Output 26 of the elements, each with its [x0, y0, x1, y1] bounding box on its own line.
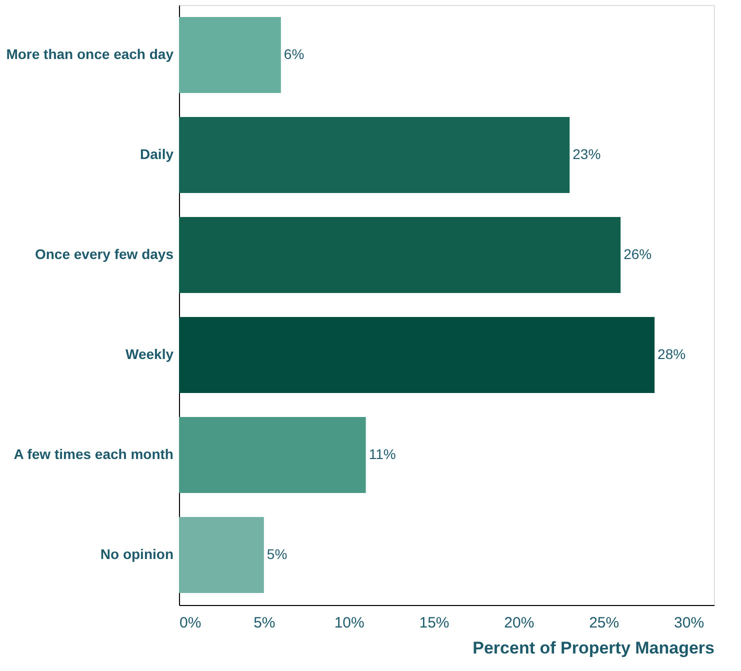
y-tick-label: Daily	[140, 146, 174, 162]
data-label: 6%	[284, 46, 304, 62]
bar	[179, 317, 655, 393]
data-label: 26%	[624, 246, 652, 262]
x-tick-label: 25%	[589, 614, 620, 632]
x-tick-label: 30%	[674, 614, 704, 632]
x-tick-label: 5%	[254, 614, 276, 632]
data-label: 28%	[658, 346, 686, 362]
bar	[179, 517, 264, 593]
bar	[179, 217, 621, 293]
y-tick-label: More than once each day	[6, 46, 174, 62]
bar	[179, 117, 570, 193]
data-label: 23%	[572, 146, 601, 162]
x-tick-label: 0%	[180, 614, 202, 632]
x-tick-label: 10%	[334, 614, 364, 632]
data-label: 5%	[266, 546, 288, 562]
x-axis-title: Percent of Property Managers	[472, 638, 714, 658]
data-label: 11%	[368, 446, 396, 462]
bar	[179, 417, 366, 493]
bar	[179, 17, 281, 93]
x-tick-label: 15%	[419, 614, 450, 632]
y-tick-label: No opinion	[100, 546, 174, 562]
y-tick-label: Once every few days	[34, 246, 174, 262]
x-tick-label: 20%	[504, 614, 534, 632]
y-tick-label: Weekly	[126, 346, 174, 362]
y-tick-label: A few times each month	[14, 446, 174, 462]
